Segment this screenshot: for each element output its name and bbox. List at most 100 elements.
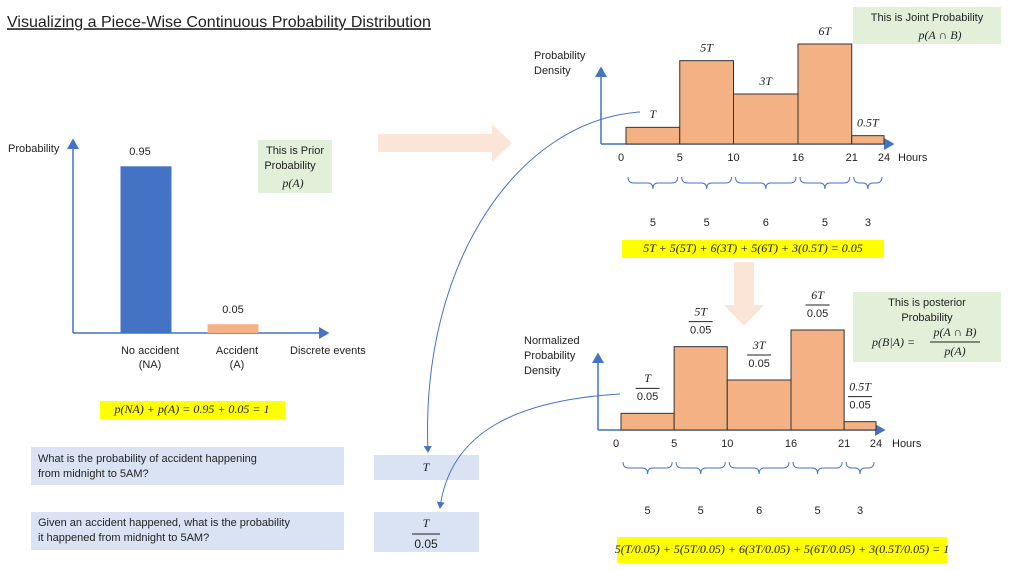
width-label: 3 (865, 217, 871, 229)
x-tick-label: 21 (846, 152, 858, 164)
x-tick-label: 0 (618, 152, 624, 164)
note-text: This is Prior (266, 145, 324, 157)
joint-box (853, 7, 1001, 44)
equation-highlight (617, 537, 947, 563)
width-label: 6 (756, 505, 762, 517)
bar (797, 43, 853, 145)
brace (845, 461, 875, 475)
value-label: 3T (758, 74, 773, 88)
category-label: No accident (121, 345, 179, 357)
brace (622, 461, 673, 475)
value-label: 6T (819, 24, 833, 38)
answer-box (374, 455, 479, 480)
flow-arrow (378, 124, 512, 162)
y-axis-label: Probability (524, 350, 576, 362)
answer-box (374, 512, 479, 552)
value-label: 0.5T (849, 379, 872, 393)
value-label: 5T (694, 304, 708, 318)
bar (733, 93, 799, 145)
width-label: 3 (857, 505, 863, 517)
note-formula: p(B|A) = (871, 335, 915, 349)
equation-highlight (622, 240, 884, 258)
brace (627, 176, 679, 190)
bar (790, 329, 845, 431)
category-label: (A) (230, 359, 245, 371)
x-tick-label: 16 (785, 438, 797, 450)
value-label: 5T (700, 40, 714, 54)
x-axis-label: Hours (898, 152, 928, 164)
x-tick-label: 10 (721, 438, 733, 450)
prior-box (258, 140, 332, 193)
note-text: This is posterior (888, 297, 966, 309)
value-label: 3T (752, 338, 767, 352)
bar (726, 379, 792, 431)
value-label: 0.05 (222, 304, 243, 316)
brace (675, 461, 726, 475)
bar (207, 324, 259, 333)
brace (799, 176, 851, 190)
flow-arrow (724, 262, 764, 326)
question: it happened from midnight to 5AM? (38, 532, 209, 544)
value-label: 0.05 (849, 400, 870, 412)
brace (681, 176, 732, 190)
note-text: This is Joint Probability (871, 12, 984, 24)
value-label: 0.95 (129, 146, 150, 158)
value-label: 0.05 (748, 358, 769, 370)
x-tick-label: 5 (671, 438, 677, 450)
answer: T (423, 460, 431, 474)
x-axis-label: Discrete events (290, 345, 366, 357)
x-tick-label: 21 (838, 438, 850, 450)
x-tick-label: 5 (677, 152, 683, 164)
width-label: 5 (650, 217, 656, 229)
question: Given an accident happened, what is the … (38, 517, 290, 529)
x-tick-label: 24 (870, 438, 882, 450)
question: What is the probability of accident happ… (38, 453, 257, 465)
brace (735, 176, 797, 190)
answer: 0.05 (414, 537, 438, 551)
bar (843, 421, 877, 431)
x-tick-label: 16 (792, 152, 804, 164)
width-label: 5 (704, 217, 710, 229)
width-label: 5 (698, 505, 704, 517)
value-label: 0.05 (637, 391, 658, 403)
y-axis-label: Density (534, 65, 571, 77)
width-label: 5 (822, 217, 828, 229)
x-tick-label: 0 (613, 438, 619, 450)
category-label: (NA) (139, 359, 162, 371)
slide-title: Visualizing a Piece-Wise Continuous Prob… (7, 14, 431, 31)
value-label: 0.05 (690, 325, 711, 337)
note-text: Probability (264, 160, 316, 172)
width-label: 5 (645, 505, 651, 517)
bar (620, 412, 675, 431)
bar (679, 60, 734, 145)
x-tick-label: 24 (878, 152, 890, 164)
y-axis-label: Probability (8, 143, 60, 155)
bar (625, 126, 681, 145)
value-label: 0.05 (807, 308, 828, 320)
question-box (31, 447, 344, 485)
value-label: T (650, 107, 658, 121)
posterior-box (853, 292, 1001, 362)
y-axis-label: Probability (534, 50, 586, 62)
x-tick-label: 10 (727, 152, 739, 164)
answer: T (423, 516, 431, 530)
brace (853, 176, 883, 190)
note-formula: p(A) (943, 344, 965, 358)
equation-highlight (100, 401, 285, 419)
equation: 5T + 5(5T) + 6(3T) + 5(6T) + 3(0.5T) = 0… (643, 241, 863, 255)
note-formula: p(A) (281, 176, 303, 190)
brace (792, 461, 843, 475)
y-axis-label: Normalized (524, 335, 580, 347)
note-formula: p(A ∩ B) (932, 325, 976, 339)
y-axis-label: Density (524, 365, 561, 377)
question: from midnight to 5AM? (38, 468, 149, 480)
value-label: 6T (811, 288, 825, 302)
value-label: T (644, 371, 652, 385)
equation: p(NA) + p(A) = 0.95 + 0.05 = 1 (113, 402, 269, 416)
question-box (31, 512, 344, 550)
x-axis-label: Hours (892, 438, 922, 450)
note-formula: p(A ∩ B) (917, 28, 961, 42)
bar (673, 346, 728, 431)
brace (728, 461, 790, 475)
